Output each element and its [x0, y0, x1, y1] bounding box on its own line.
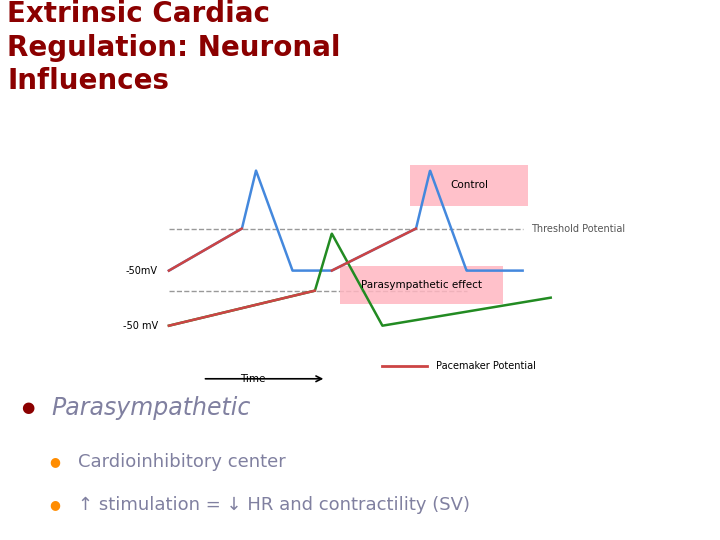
Text: ●: ● [22, 400, 35, 415]
Text: Pacemaker Potential: Pacemaker Potential [436, 361, 536, 371]
Text: Time: Time [240, 374, 266, 384]
Text: ●: ● [49, 455, 60, 468]
Text: Threshold Potential: Threshold Potential [531, 224, 625, 233]
Text: Cardioinhibitory center: Cardioinhibitory center [78, 453, 286, 471]
FancyBboxPatch shape [410, 165, 528, 206]
Text: -50 mV: -50 mV [122, 321, 158, 330]
Text: ●: ● [49, 498, 60, 511]
Text: Parasympathetic: Parasympathetic [52, 396, 251, 420]
Text: Parasympathetic effect: Parasympathetic effect [361, 280, 482, 289]
Text: Extrinsic Cardiac
Regulation: Neuronal
Influences: Extrinsic Cardiac Regulation: Neuronal I… [7, 0, 341, 95]
Text: Control: Control [451, 180, 488, 191]
Text: -50mV: -50mV [126, 266, 158, 275]
Text: ↑ stimulation = ↓ HR and contractility (SV): ↑ stimulation = ↓ HR and contractility (… [78, 496, 469, 514]
FancyBboxPatch shape [340, 266, 503, 303]
